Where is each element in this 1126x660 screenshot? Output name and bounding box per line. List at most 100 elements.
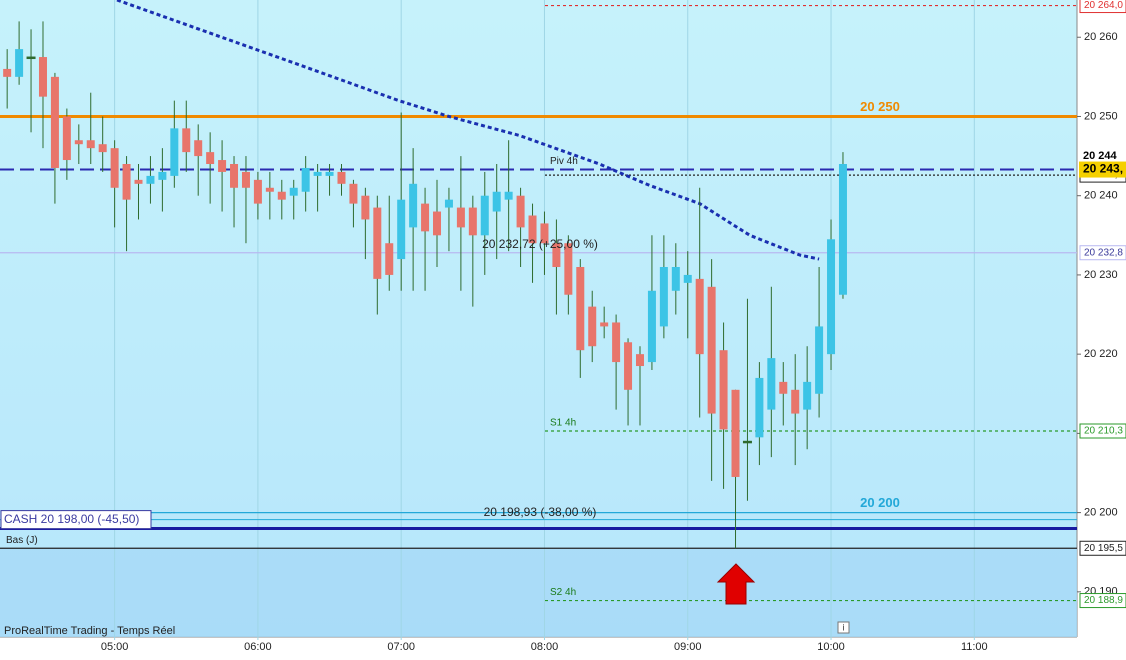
x-tick-label: 10:00 <box>817 641 845 653</box>
candle-body <box>624 342 633 390</box>
candle-body <box>588 306 597 347</box>
candle-body <box>815 326 824 394</box>
candle-body <box>480 195 489 236</box>
candle-body <box>767 358 776 410</box>
candle-body <box>230 164 239 188</box>
axis-label-box <box>1079 423 1126 439</box>
x-tick-label: 09:00 <box>674 641 702 653</box>
candle-body <box>683 274 692 283</box>
info-icon-text: i <box>843 622 845 632</box>
candle-body <box>671 267 680 291</box>
candle-body <box>421 203 430 232</box>
y-tick-label: 20 220 <box>1084 348 1118 360</box>
candle-body <box>492 191 501 212</box>
y-tick-label: 20 200 <box>1084 507 1118 519</box>
candle-body <box>170 128 179 176</box>
axis-label-box <box>1079 540 1126 556</box>
candle-body <box>74 140 83 145</box>
candle-body <box>409 183 418 228</box>
candle-body <box>253 179 262 204</box>
candle-body <box>385 243 394 275</box>
info-icon[interactable] <box>837 621 850 634</box>
candle-body <box>325 171 334 176</box>
candle-body <box>707 286 716 414</box>
x-tick-label: 06:00 <box>244 641 272 653</box>
candle-body <box>146 175 155 184</box>
axis-label: 20 210,3 <box>1084 426 1123 437</box>
candle-body <box>635 354 644 367</box>
candle-body <box>528 215 537 244</box>
candle-body <box>3 68 12 77</box>
candle-body <box>791 389 800 414</box>
candle-body <box>827 239 836 355</box>
candle-body <box>241 171 250 188</box>
candle-body <box>433 211 442 236</box>
axis-label: 20 232,8 <box>1084 247 1123 258</box>
level-tag: Bas (J) <box>6 535 38 546</box>
candle-body <box>62 116 71 161</box>
candle-body <box>576 267 585 351</box>
candle-body <box>695 278 704 355</box>
x-tick-label: 08:00 <box>531 641 559 653</box>
candle-body <box>265 187 274 192</box>
candle-body <box>26 56 36 60</box>
level-label: 20 200 <box>860 495 900 510</box>
x-tick-label: 07:00 <box>387 641 415 653</box>
candle-body <box>540 223 549 244</box>
candle-body <box>349 183 358 204</box>
y-tick-label: 20 260 <box>1084 31 1118 43</box>
candle-body <box>158 171 167 180</box>
candle-body <box>504 191 513 200</box>
signal-arrow <box>716 563 756 605</box>
level-label: 20 250 <box>860 99 900 114</box>
candle-body <box>301 167 310 192</box>
candle-body <box>803 381 812 410</box>
candle-body <box>397 199 406 260</box>
candle-body <box>50 76 59 168</box>
candle-body <box>182 128 191 153</box>
candle-body <box>98 144 107 153</box>
axis-label-box <box>1079 0 1126 14</box>
candle-body <box>373 207 382 279</box>
candle-body <box>313 171 322 176</box>
axis-label: 20 264,0 <box>1084 0 1123 11</box>
candle-body <box>838 164 847 295</box>
footer: ProRealTime Trading - Temps Réel <box>4 625 175 637</box>
candle-body <box>564 243 573 295</box>
candle-body <box>134 179 143 184</box>
candle-body <box>277 191 286 200</box>
candle-body <box>206 152 215 165</box>
last-price-label: 20 243, <box>1083 162 1123 176</box>
axis-label-box <box>1079 245 1126 261</box>
candle-body <box>15 49 24 77</box>
candle-body <box>600 322 609 327</box>
candle-body <box>516 195 525 228</box>
level-tag: Piv 4h <box>550 156 578 167</box>
x-tick-label: 05:00 <box>101 641 129 653</box>
level-note: 20 198,93 (-38,00 %) <box>484 505 597 519</box>
level-tag: S1 4h <box>550 418 576 429</box>
y-tick-label: 20 240 <box>1084 190 1118 202</box>
candle-body <box>755 377 764 438</box>
candle-body <box>218 160 227 172</box>
axis-label-box <box>1079 593 1126 609</box>
candle-body <box>444 199 453 208</box>
axis-background <box>1077 0 1126 655</box>
level-tag: S2 4h <box>550 587 576 598</box>
axis-label: 20 195,5 <box>1084 543 1123 554</box>
candle-body <box>337 171 346 184</box>
candle-body <box>194 140 203 157</box>
level-note: 20 232,72 (+25,00 %) <box>482 237 598 251</box>
x-tick-label: 11:00 <box>961 641 988 653</box>
candle-body <box>731 389 740 477</box>
axis-label: 20 188,9 <box>1084 595 1123 606</box>
candle-body <box>552 243 561 268</box>
top-price-label: 20 244 <box>1083 150 1118 162</box>
y-tick-label: 20 250 <box>1084 110 1118 122</box>
y-tick-label: 20 230 <box>1084 269 1118 281</box>
cash-label: CASH 20 198,00 (-45,50) <box>4 512 139 526</box>
candle-body <box>779 381 788 394</box>
candle-body <box>647 290 656 363</box>
